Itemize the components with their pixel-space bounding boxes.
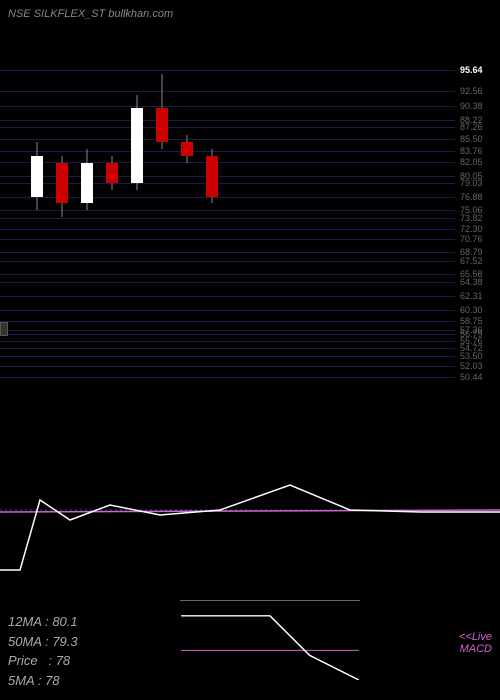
mini-chart <box>180 600 360 680</box>
exchange-label: NSE <box>8 8 31 20</box>
grid-line <box>0 151 455 152</box>
price-label: 60.30 <box>460 305 500 315</box>
ma50-stat: 50MA : 79.3 <box>8 632 78 652</box>
grid-line <box>0 330 455 331</box>
grid-line <box>0 162 455 163</box>
candle-body <box>156 108 168 142</box>
chart-header: NSE SILKFLEX_ST bullkhan.com <box>8 8 173 20</box>
price-label: 50.44 <box>460 372 500 382</box>
grid-line <box>0 261 455 262</box>
candle-body <box>106 163 118 183</box>
price-label: 73.82 <box>460 213 500 223</box>
symbol-label: SILKFLEX_ST <box>34 8 106 20</box>
price-label: 76.88 <box>460 192 500 202</box>
live-indicator: <<Live MACD <box>459 631 492 655</box>
price-label: 95.64 <box>460 65 500 75</box>
grid-line <box>0 127 455 128</box>
candle-body <box>31 156 43 197</box>
grid-line <box>0 341 455 342</box>
candle-body <box>81 163 93 204</box>
grid-line <box>0 229 455 230</box>
stats-panel: 12MA : 80.1 50MA : 79.3 Price : 78 5MA :… <box>8 612 78 690</box>
price-label: 52.03 <box>460 361 500 371</box>
grid-line <box>0 70 455 71</box>
grid-line <box>0 239 455 240</box>
grid-line <box>0 377 455 378</box>
candle-body <box>131 108 143 183</box>
ma5-stat: 5MA : 78 <box>8 671 78 691</box>
price-label: 79.03 <box>460 178 500 188</box>
price-label: 62.31 <box>460 291 500 301</box>
grid-line <box>0 366 455 367</box>
source-label: bullkhan.com <box>108 8 173 20</box>
price-stat: Price : 78 <box>8 651 78 671</box>
price-label: 70.76 <box>460 234 500 244</box>
price-label: 82.05 <box>460 157 500 167</box>
grid-line <box>0 139 455 140</box>
candle-body <box>181 142 193 156</box>
grid-line <box>0 334 455 335</box>
grid-line <box>0 282 455 283</box>
mini-chart-line <box>180 601 360 680</box>
macd-panel[interactable] <box>0 430 500 590</box>
price-label: 87.26 <box>460 122 500 132</box>
ma12-stat: 12MA : 80.1 <box>8 612 78 632</box>
grid-line <box>0 183 455 184</box>
left-marker <box>0 322 8 336</box>
grid-line <box>0 210 455 211</box>
candlestick-chart[interactable]: 95.6492.5690.3888.2287.2685.5083.7682.05… <box>0 70 455 380</box>
grid-line <box>0 120 455 121</box>
price-label: 90.38 <box>460 101 500 111</box>
price-label: 85.50 <box>460 134 500 144</box>
price-label: 53.50 <box>460 351 500 361</box>
grid-line <box>0 252 455 253</box>
price-label: 72.30 <box>460 224 500 234</box>
price-label: 92.56 <box>460 86 500 96</box>
grid-line <box>0 356 455 357</box>
grid-line <box>0 218 455 219</box>
candle-body <box>56 163 68 204</box>
macd-lines <box>0 430 500 590</box>
grid-line <box>0 296 455 297</box>
price-label: 64.38 <box>460 277 500 287</box>
grid-line <box>0 106 455 107</box>
grid-line <box>0 321 455 322</box>
grid-line <box>0 348 455 349</box>
price-label: 83.76 <box>460 146 500 156</box>
grid-line <box>0 310 455 311</box>
grid-line <box>0 176 455 177</box>
candle-body <box>206 156 218 197</box>
grid-line <box>0 91 455 92</box>
grid-line <box>0 197 455 198</box>
price-label: 67.52 <box>460 256 500 266</box>
grid-line <box>0 274 455 275</box>
